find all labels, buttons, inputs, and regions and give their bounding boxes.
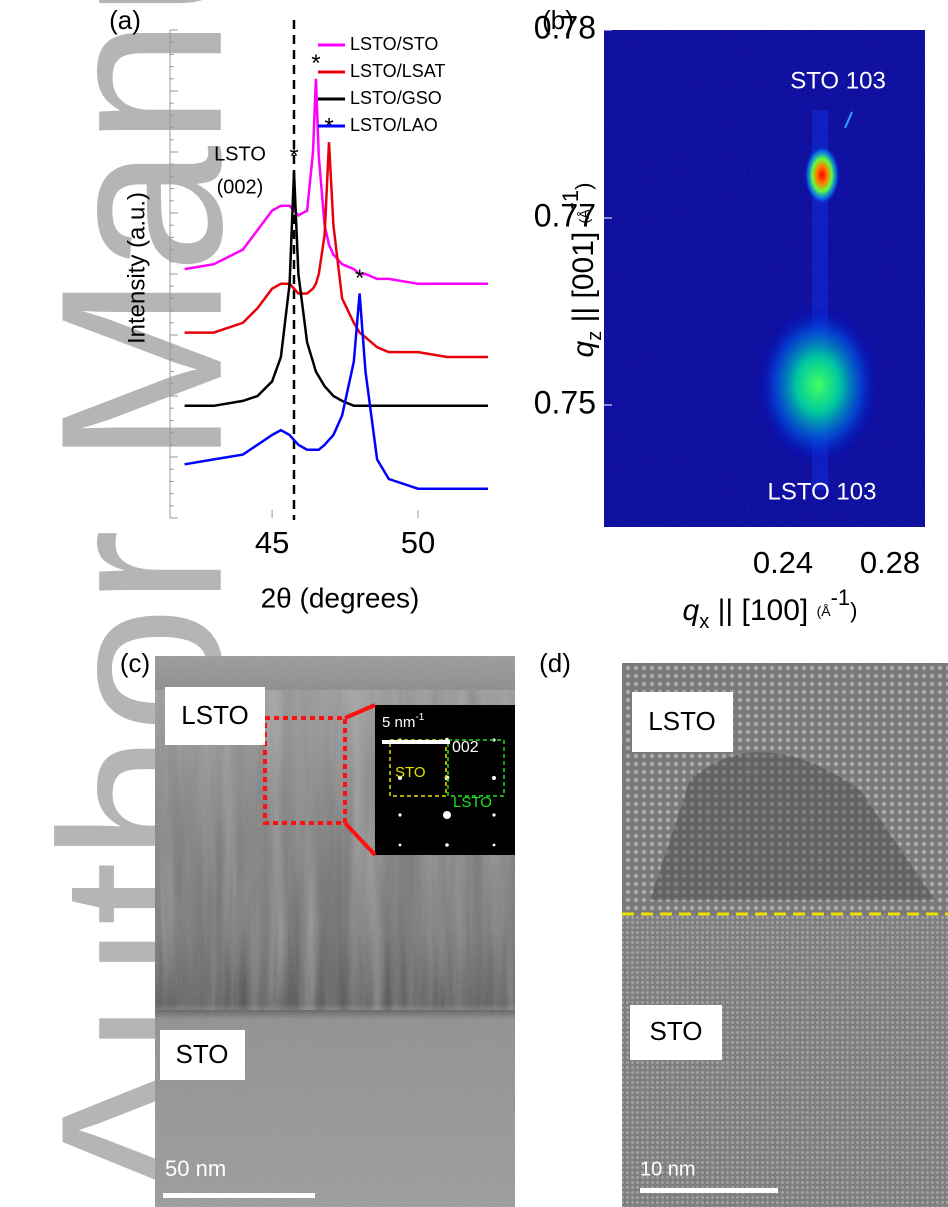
x-tick-label: 0.24 (753, 545, 813, 580)
layer-label: STO (176, 1039, 229, 1069)
inset-scale-part: 5 nm (382, 714, 415, 731)
y-axis-label: Intensity (a.u.) (123, 192, 150, 344)
x-tick-label: 50 (401, 525, 435, 560)
x-tick-label: 0.28 (860, 545, 920, 580)
axis-label-part: ) (850, 598, 857, 623)
layer-label: LSTO (648, 706, 715, 736)
inset-scale-part: -1 (415, 712, 424, 723)
x-axis-label: 2θ (degrees) (261, 582, 420, 613)
axis-label-part: (Å (817, 603, 832, 619)
axis-label-part: -1 (558, 190, 583, 210)
panel-label: (a) (109, 5, 141, 35)
inset-box-label: STO (395, 764, 426, 781)
peak-marker: * (355, 265, 364, 292)
axis-label-part: (Å (576, 209, 592, 224)
legend-label: LSTO/LAO (350, 115, 438, 135)
peak-label: STO 103 (790, 67, 886, 94)
figure: Author Manuscript (0, 0, 948, 1207)
y-tick-label: 0.75 (534, 384, 596, 420)
rsm-map (604, 30, 925, 527)
panel-label: (c) (120, 648, 150, 678)
tem-image-d (622, 663, 948, 1207)
axis-label-part: q (567, 340, 600, 357)
peak-label: LSTO 103 (768, 478, 877, 505)
legend-label: LSTO/STO (350, 34, 438, 54)
scale-bar-label: 10 nm (640, 1158, 696, 1180)
annotation: (002) (217, 176, 264, 198)
axis-label-part: q (683, 594, 700, 627)
panel-label: (d) (539, 648, 571, 678)
y-tick-label: 0.78 (534, 9, 596, 45)
legend-label: LSTO/GSO (350, 88, 442, 108)
inset-spot-label: 002 (452, 739, 479, 756)
axis-label-part: z (584, 331, 606, 341)
axis-label-part: || [100] (709, 594, 816, 627)
x-axis-label: qx || [100] (Å-1) (683, 585, 858, 633)
legend-label: LSTO/LSAT (350, 61, 445, 81)
axis-label-part: || [001] (567, 223, 600, 330)
scale-bar-label: 50 nm (165, 1156, 226, 1181)
y-axis-label: qz || [001] (Å-1) (558, 183, 606, 358)
axis-label-part: x (699, 611, 709, 633)
x-tick-label: 45 (255, 525, 289, 560)
annotation: LSTO (214, 143, 266, 165)
inset-box-label: LSTO (453, 794, 492, 811)
layer-label: STO (650, 1016, 703, 1046)
axis-label-part: -1 (831, 585, 851, 610)
layer-label: LSTO (181, 700, 248, 730)
peak-marker: * (289, 143, 298, 170)
axis-label-part: ) (571, 183, 596, 190)
